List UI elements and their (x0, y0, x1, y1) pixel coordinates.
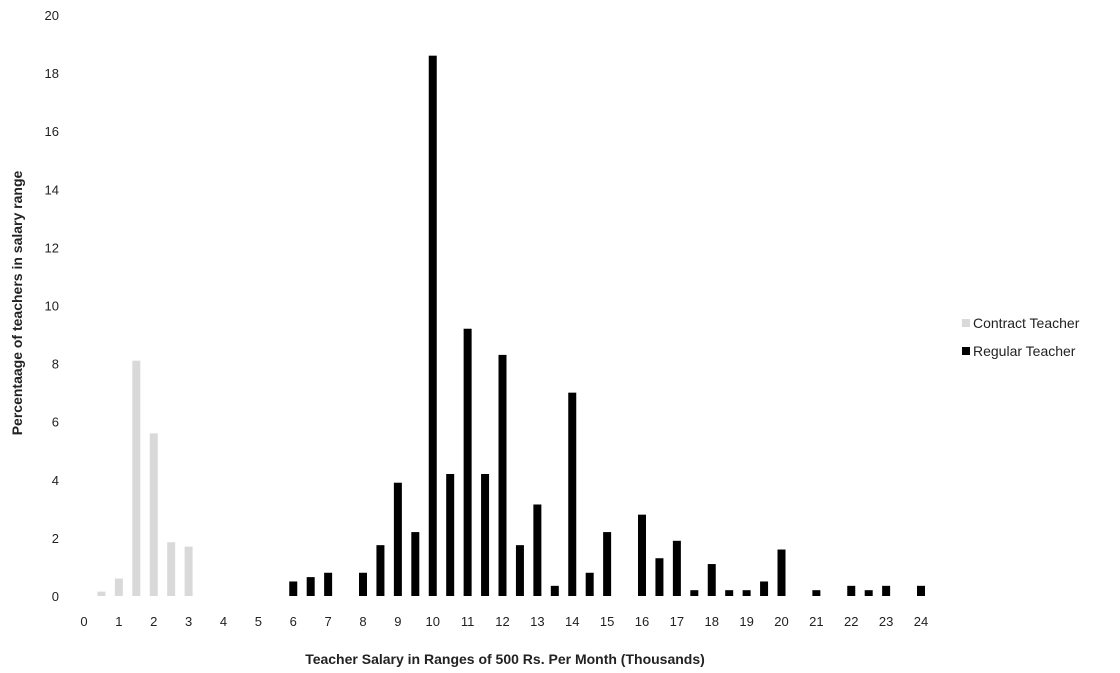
regular-teacher-bar (550, 585, 559, 596)
regular-teacher-bar (498, 354, 507, 596)
regular-teacher-bar (760, 581, 769, 596)
bars (97, 55, 925, 597)
contract-teacher-bar (114, 578, 123, 596)
x-axis-ticks: 0 1 2 3 4 5 6 7 8 9 10 11 12 13 14 15 16 17 18 19 20 21 22 23 24 (80, 614, 928, 629)
x-tick-label: 1 (115, 614, 122, 629)
x-tick-label: 20 (774, 614, 788, 629)
regular-teacher-bar (655, 558, 664, 596)
x-axis-title: Teacher Salary in Ranges of 500 Rs. Per … (305, 651, 705, 667)
x-tick-label: 24 (914, 614, 928, 629)
x-tick-label: 14 (565, 614, 579, 629)
regular-teacher-bar (324, 572, 333, 596)
x-tick-label: 6 (290, 614, 297, 629)
y-axis-title: Percentaage of teachers in salary range (9, 171, 25, 436)
regular-teacher-bar (882, 585, 891, 596)
contract-teacher-bar (167, 542, 176, 596)
regular-teacher-bar (864, 590, 873, 596)
regular-teacher-bar (533, 504, 542, 596)
y-tick-label: 6 (52, 415, 59, 430)
x-tick-label: 0 (80, 614, 87, 629)
x-tick-label: 9 (394, 614, 401, 629)
legend-label: Regular Teacher (973, 343, 1076, 359)
regular-teacher-bar (463, 328, 472, 596)
regular-teacher-bar (411, 532, 420, 596)
regular-teacher-bar (306, 577, 315, 596)
legend-swatch (962, 347, 970, 355)
x-tick-label: 23 (879, 614, 893, 629)
y-tick-label: 14 (45, 182, 59, 197)
y-axis-ticks: 0 2 4 6 8 10 12 14 16 18 20 (45, 8, 59, 604)
y-tick-label: 10 (45, 299, 59, 314)
regular-teacher-bar (393, 482, 402, 596)
regular-teacher-bar (446, 473, 455, 596)
contract-teacher-bar (132, 360, 141, 596)
y-tick-label: 12 (45, 240, 59, 255)
regular-teacher-bar (725, 590, 734, 596)
regular-teacher-bar (359, 572, 367, 596)
regular-teacher-bar (481, 473, 490, 596)
y-tick-label: 20 (45, 8, 59, 23)
x-tick-label: 19 (739, 614, 753, 629)
y-tick-label: 8 (52, 357, 59, 372)
x-tick-label: 15 (600, 614, 614, 629)
y-tick-label: 4 (52, 473, 59, 488)
x-tick-label: 3 (185, 614, 192, 629)
regular-teacher-bar (690, 590, 699, 596)
regular-teacher-bar (707, 564, 716, 596)
regular-teacher-bar (515, 545, 524, 596)
y-tick-label: 16 (45, 124, 59, 139)
legend-swatch (962, 319, 970, 327)
x-tick-label: 12 (495, 614, 509, 629)
x-tick-label: 8 (359, 614, 366, 629)
legend-label: Contract Teacher (973, 315, 1080, 331)
y-tick-label: 0 (52, 589, 59, 604)
regular-teacher-bar (672, 540, 681, 596)
regular-teacher-bar (777, 549, 786, 596)
regular-teacher-bar (917, 585, 925, 596)
legend: Contract Teacher Regular Teacher (962, 315, 1080, 359)
regular-teacher-bar (568, 392, 577, 596)
regular-teacher-bar (812, 590, 821, 596)
contract-teacher-bar (97, 591, 106, 596)
x-tick-label: 13 (530, 614, 544, 629)
x-tick-label: 4 (220, 614, 227, 629)
x-tick-label: 22 (844, 614, 858, 629)
x-tick-label: 16 (635, 614, 649, 629)
regular-teacher-bar (742, 590, 751, 596)
x-tick-label: 7 (325, 614, 332, 629)
x-tick-label: 11 (461, 614, 475, 629)
regular-teacher-bar (585, 572, 594, 596)
contract-teacher-bar (184, 546, 193, 596)
x-tick-label: 21 (809, 614, 823, 629)
regular-teacher-bar (847, 585, 856, 596)
contract-teacher-bar (149, 433, 158, 596)
x-tick-label: 18 (705, 614, 719, 629)
x-tick-label: 17 (670, 614, 684, 629)
x-tick-label: 2 (150, 614, 157, 629)
regular-teacher-bar (638, 514, 646, 596)
regular-teacher-bar (376, 545, 385, 596)
y-tick-label: 2 (52, 531, 59, 546)
regular-teacher-bar (289, 581, 298, 596)
y-tick-label: 18 (45, 66, 59, 81)
x-tick-label: 10 (426, 614, 440, 629)
x-tick-label: 5 (255, 614, 262, 629)
regular-teacher-bar (603, 532, 612, 596)
regular-teacher-bar (428, 55, 437, 597)
